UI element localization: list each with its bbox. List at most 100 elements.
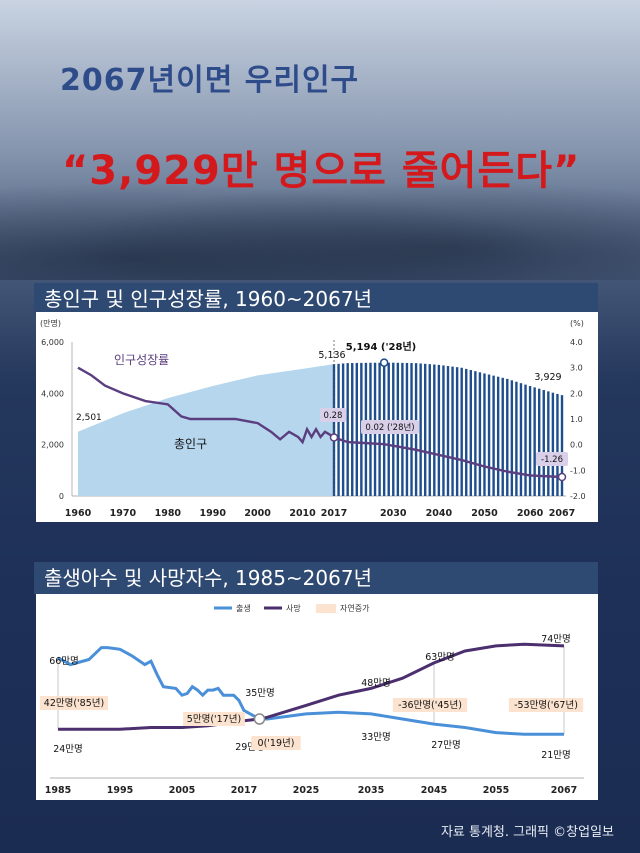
x-tick-label: 1980 — [155, 508, 182, 519]
x-tick-label: 2045 — [421, 785, 447, 796]
deaths-2017-label: 29만명 — [235, 742, 265, 753]
population-projection-bar — [556, 393, 559, 496]
right-tick-label: 4.0 — [570, 338, 583, 347]
natural-2045-label-box — [392, 698, 468, 712]
natural-1985-label: 42만명('85년) — [44, 698, 104, 709]
natural-2045-label: -36만명('45년) — [398, 700, 462, 711]
natural-1985-label-box — [40, 696, 108, 710]
population-projection-bar — [538, 388, 541, 496]
legend-deaths-label: 사망 — [286, 603, 301, 613]
x-tick-label: 2017 — [321, 508, 347, 519]
population-projection-bar — [355, 362, 358, 496]
deaths-2067-label: 74만명 — [541, 634, 571, 645]
headline-line2: “3,929만 명으로 줄어든다” — [62, 148, 581, 194]
growth-rate-line — [77, 366, 563, 479]
crossover-marker — [253, 713, 266, 725]
chart1-section-title: 총인구 및 인구성장률, 1960~2067년 — [34, 283, 598, 315]
rate-2028-box — [361, 420, 419, 434]
population-projection-bar — [519, 383, 523, 496]
right-tick-label: 0.0 — [570, 441, 583, 450]
start-pop-label: 2,501 — [76, 413, 102, 423]
crowd-background — [0, 170, 640, 280]
population-projection-bar — [501, 377, 504, 496]
rate-2067-label: -1.26 — [541, 455, 563, 465]
legend-natural-label: 자연증가 — [340, 604, 370, 613]
x-tick-label: 2017 — [231, 785, 257, 796]
deaths-2045-label: 63만명 — [425, 652, 455, 663]
deaths-1985-label: 24만명 — [53, 744, 83, 755]
cross-2019-label: 0('19년) — [258, 738, 295, 749]
x-tick-label: 2067 — [551, 785, 577, 796]
population-projection-bar — [478, 372, 482, 496]
births-2035-label: 33만명 — [361, 732, 391, 743]
rate-2067-box — [536, 452, 568, 466]
population-projection-bar — [437, 364, 441, 496]
natural-2067-label: -53만명('67년) — [514, 700, 578, 711]
right-tick-label: -2.0 — [570, 492, 586, 501]
births-deaths-chart: 출생 사망 자연증가 1985 1995 2005 2017 2025 2035 2045 2055… — [40, 603, 584, 796]
population-projection-bar — [528, 386, 532, 496]
natural-2067-label-box — [508, 698, 584, 712]
population-projection-bar — [346, 363, 349, 496]
natural-2017-label: 5만명('17년) — [187, 714, 241, 725]
births-2067-label: 21만명 — [541, 750, 571, 761]
population-projection-bar — [547, 391, 550, 496]
x-tick-label: 2060 — [517, 508, 544, 519]
left-tick-label: 6,000 — [41, 338, 64, 347]
x-tick-label: 2010 — [289, 508, 316, 519]
population-projection-bar — [492, 375, 495, 496]
population-projection-bar — [428, 364, 431, 496]
x-tick-label: 2040 — [426, 508, 453, 519]
x-tick-label: 1970 — [110, 508, 137, 519]
births-2017-label: 35만명 — [245, 688, 275, 699]
population-projection-bar — [424, 363, 427, 496]
chart1-panel: (만명) (%) 6,000 4,000 2,000 0 4.0 3.0 2.0 1.0 0.0 -1… — [36, 312, 598, 522]
right-tick-label: 3.0 — [570, 364, 583, 373]
population-projection-bar — [332, 364, 336, 496]
population-projection-bar — [560, 395, 564, 496]
right-tick-label: 2.0 — [570, 389, 583, 398]
population-history-area — [78, 364, 334, 496]
population-projection-bar — [446, 366, 450, 496]
peak-label: 5,194 ('28년) — [346, 340, 416, 353]
population-projection-bar — [510, 380, 514, 496]
x-tick-label: 1995 — [107, 785, 133, 796]
population-projection-bar — [533, 387, 536, 496]
end-pop-label: 3,929 — [534, 372, 561, 383]
x-tick-label: 1990 — [200, 508, 227, 519]
population-projection-bar — [469, 370, 472, 496]
population-projection-bar — [337, 363, 340, 496]
natural-2017-label-box — [183, 712, 245, 726]
population-projection-bar — [551, 392, 555, 496]
population-chart: (만명) (%) 6,000 4,000 2,000 0 4.0 3.0 2.0 1.0 0.0 -1… — [40, 318, 586, 519]
x-tick-label: 2030 — [380, 508, 407, 519]
population-projection-bar — [474, 371, 477, 496]
right-tick-label: 1.0 — [570, 415, 583, 424]
legend-natural-swatch — [316, 604, 336, 613]
rate-2028-label: 0.02 ('28년) — [365, 422, 414, 433]
growth-series-label: 인구성장률 — [114, 353, 169, 367]
population-projection-bar — [341, 363, 345, 496]
population-projection-bar — [524, 384, 527, 496]
population-projection-bar — [496, 376, 500, 496]
x-tick-label: 2000 — [244, 508, 271, 519]
population-projection-bar — [483, 373, 486, 496]
population-projection-bar — [506, 378, 509, 496]
right-axis-unit: (%) — [570, 319, 584, 328]
peak-marker — [379, 358, 389, 367]
right-tick-label: -1.0 — [570, 466, 586, 475]
source-credit: 자료 통계청. 그래픽 ©창업일보 — [440, 825, 614, 840]
left-tick-label: 2,000 — [41, 441, 64, 450]
cross-2019-label-box — [251, 736, 301, 750]
population-projection-bar — [451, 366, 454, 496]
x-tick-label: 2005 — [169, 785, 195, 796]
x-tick-label: 2050 — [471, 508, 498, 519]
growth-marker-2067 — [557, 472, 567, 482]
population-projection-bar — [433, 364, 436, 496]
x-tick-label: 2055 — [483, 785, 509, 796]
population-projection-bar — [465, 368, 468, 496]
population-projection-bar — [542, 390, 545, 496]
population-projection-bar — [419, 363, 422, 496]
deaths-line — [58, 642, 565, 731]
rate-2017-label: 0.28 — [324, 411, 343, 421]
